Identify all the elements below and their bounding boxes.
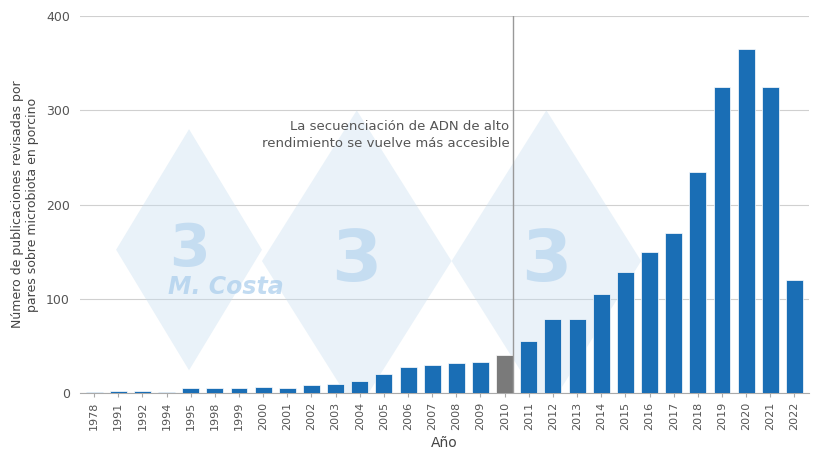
Bar (255, 387, 271, 393)
Bar (303, 385, 319, 393)
Bar (158, 392, 174, 393)
Bar (375, 374, 391, 393)
Polygon shape (261, 110, 451, 412)
Bar (664, 233, 681, 393)
Bar (182, 388, 199, 393)
Bar (761, 87, 778, 393)
Y-axis label: Número de publicaciones revisadas por
pares sobre microbiota en porcino: Número de publicaciones revisadas por pa… (11, 81, 39, 328)
Text: 3: 3 (331, 226, 382, 296)
Bar (640, 252, 657, 393)
Bar (230, 388, 247, 393)
Bar (472, 362, 488, 393)
Bar (592, 294, 609, 393)
Bar (447, 363, 464, 393)
Bar (616, 272, 633, 393)
Bar (785, 280, 802, 393)
Bar (568, 319, 585, 393)
Text: 3: 3 (521, 226, 571, 296)
Polygon shape (116, 129, 261, 370)
Bar (110, 391, 127, 393)
Bar (327, 384, 344, 393)
X-axis label: Año: Año (430, 436, 457, 450)
Text: La secuenciación de ADN de alto
rendimiento se vuelve más accesible: La secuenciación de ADN de alto rendimie… (261, 120, 509, 150)
Bar (495, 355, 513, 393)
Bar (278, 388, 296, 393)
Bar (737, 49, 753, 393)
Bar (85, 392, 102, 393)
Bar (351, 381, 368, 393)
Bar (689, 171, 705, 393)
Text: M. Costa: M. Costa (167, 275, 283, 300)
Bar (713, 87, 730, 393)
Bar (133, 391, 151, 393)
Bar (399, 366, 416, 393)
Bar (520, 341, 536, 393)
Bar (423, 365, 440, 393)
Polygon shape (451, 110, 640, 412)
Bar (544, 319, 561, 393)
Bar (206, 388, 223, 393)
Text: 3: 3 (169, 221, 209, 278)
